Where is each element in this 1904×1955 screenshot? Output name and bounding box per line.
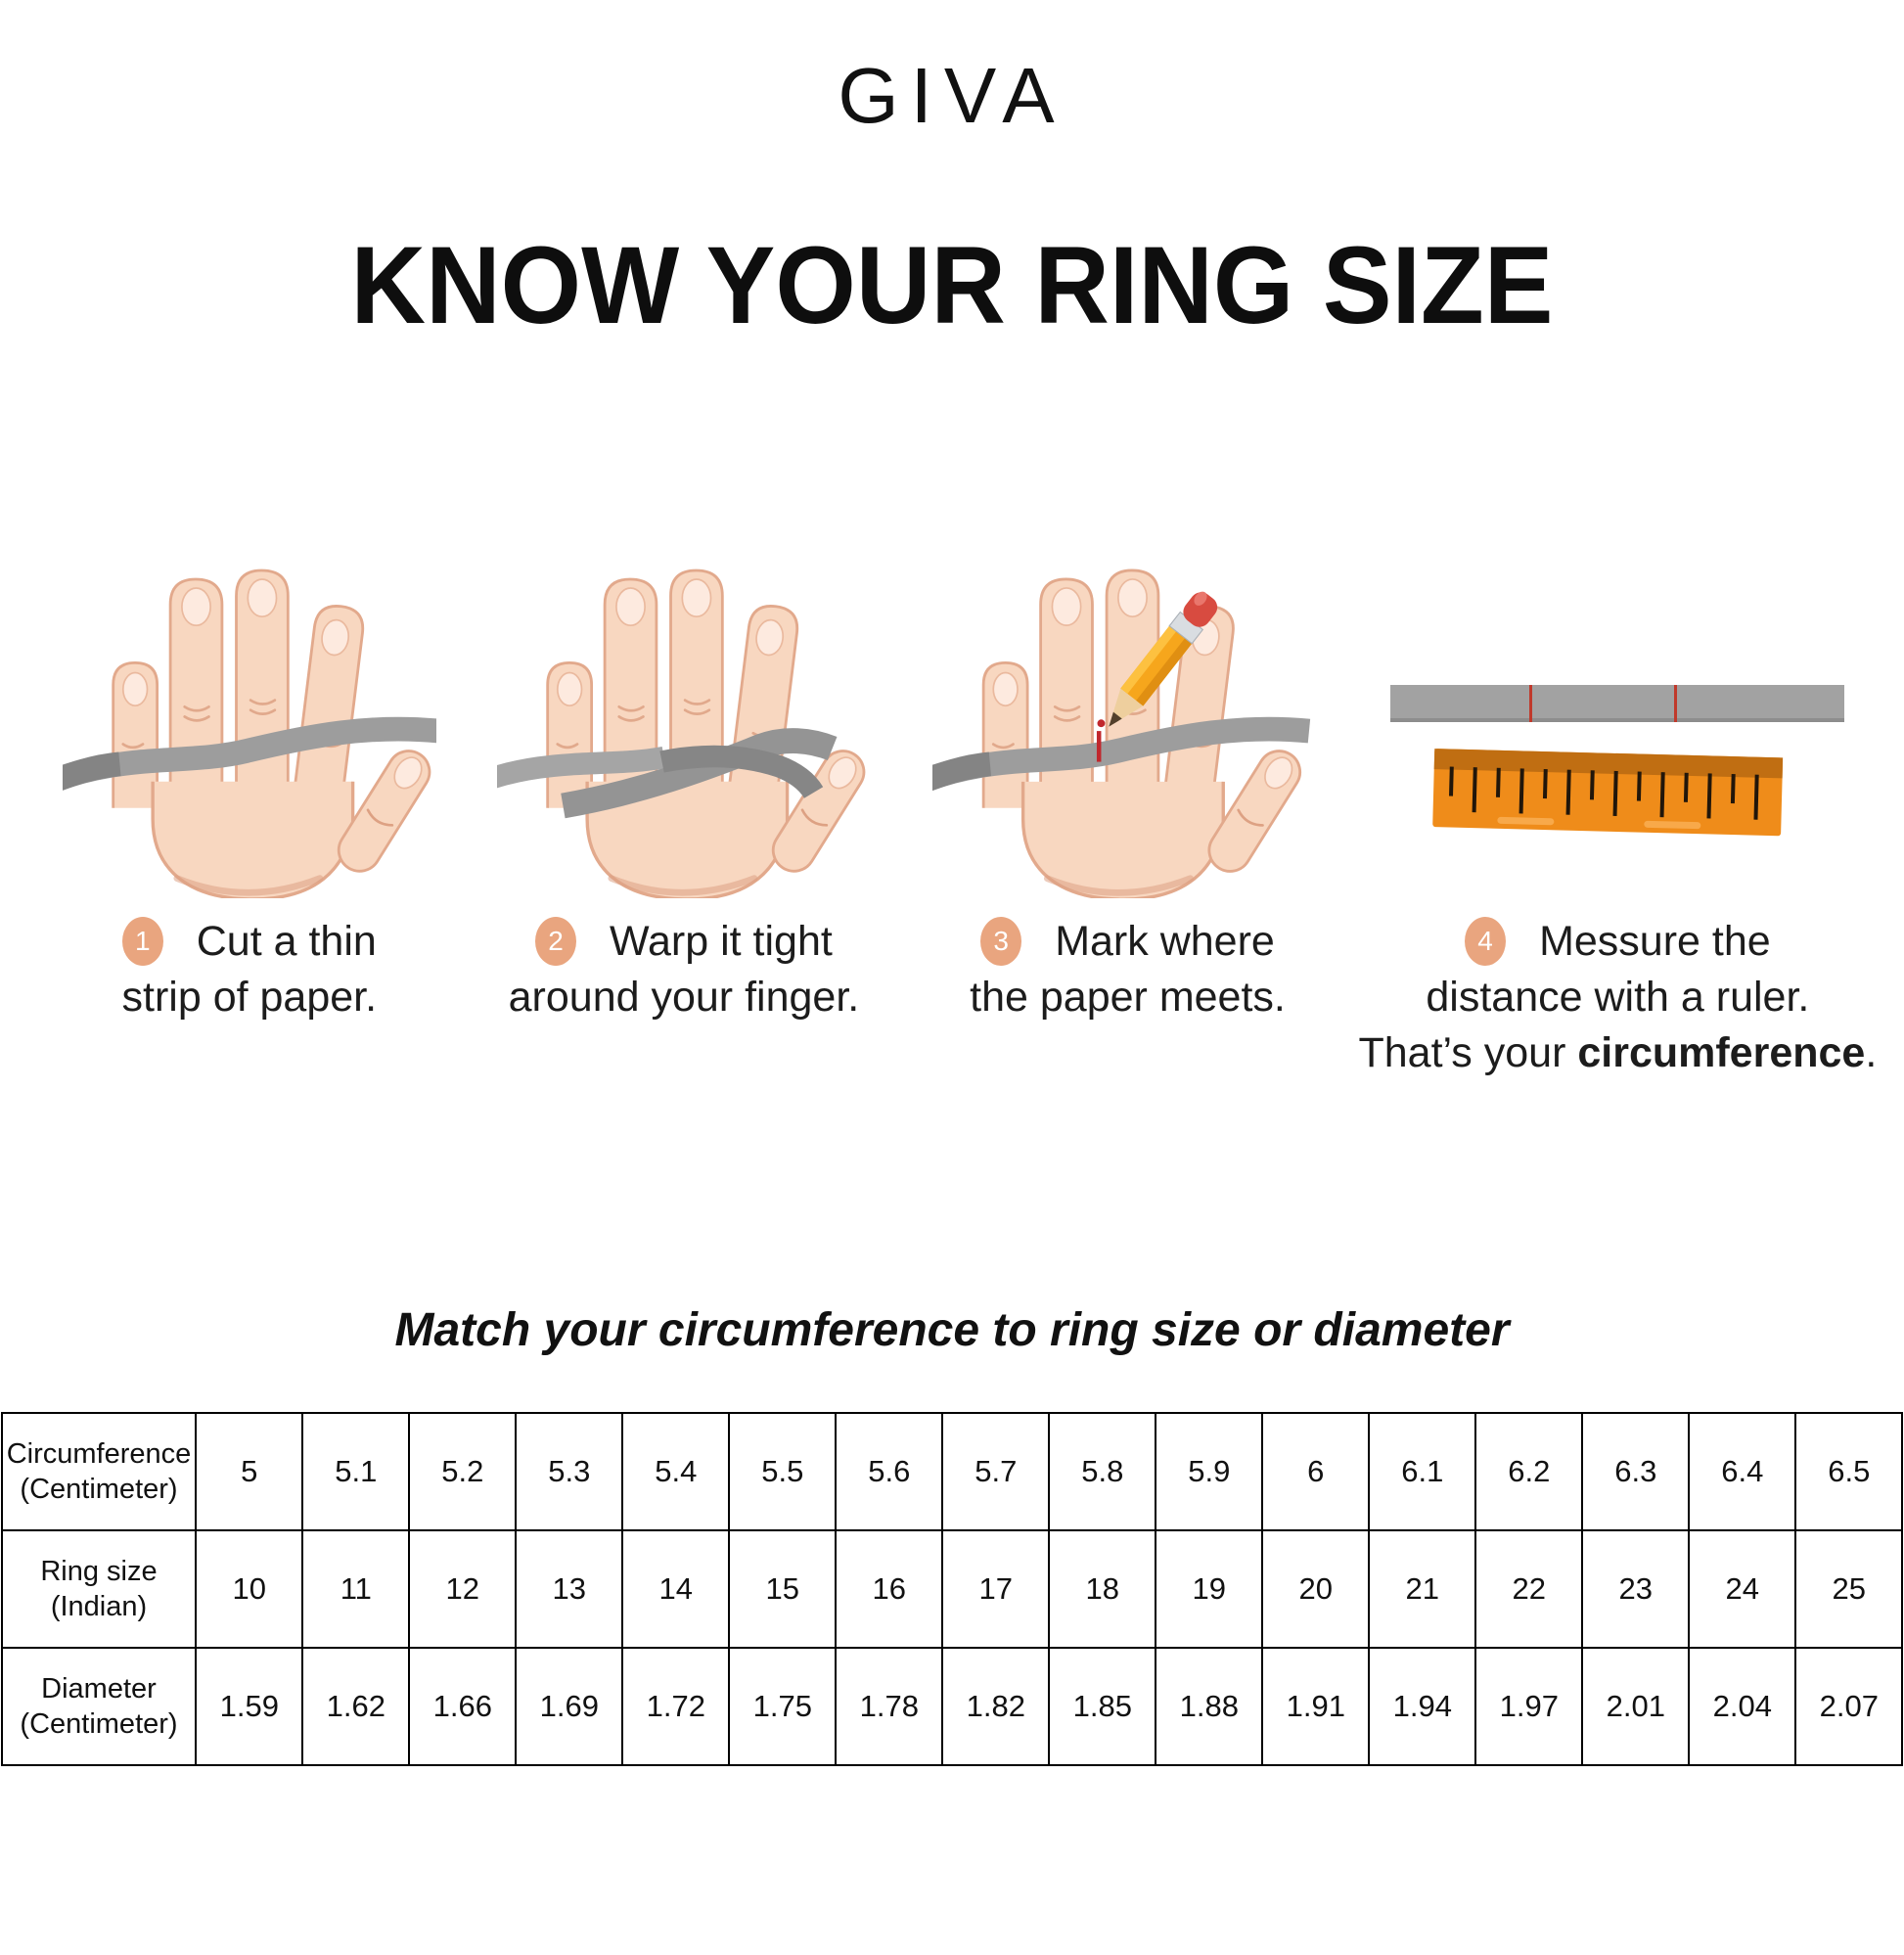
table-cell-diameter-11: 1.94 xyxy=(1368,1647,1477,1767)
table-cell-ring_size-9: 19 xyxy=(1155,1529,1264,1650)
table-cell-ring_size-12: 22 xyxy=(1474,1529,1584,1650)
row-header-diameter: Diameter (Centimeter) xyxy=(0,1647,198,1767)
table-cell-ring_size-14: 24 xyxy=(1688,1529,1797,1650)
table-cell-circumference-11: 6.1 xyxy=(1368,1412,1477,1532)
table-cell-diameter-0: 1.59 xyxy=(195,1647,304,1767)
step-1-illustration xyxy=(62,404,436,898)
table-cell-ring_size-0: 10 xyxy=(195,1529,304,1650)
step-1-text-line2: strip of paper. xyxy=(121,973,378,1021)
table-row-ring_size: Ring size (Indian) 10 11 12 13 14 15 16 17 18 19 20… xyxy=(0,1529,1904,1650)
table-cell-circumference-4: 5.4 xyxy=(621,1412,731,1532)
table-cell-circumference-8: 5.8 xyxy=(1048,1412,1157,1532)
step-2: 2 Warp it tight around your finger. xyxy=(472,404,897,1080)
giva-logo: GIVA xyxy=(838,52,1066,139)
step-4-text-line1: Messure the xyxy=(1539,918,1771,965)
table-cell-diameter-13: 2.01 xyxy=(1581,1647,1691,1767)
hand-pencil-marking-icon xyxy=(931,456,1324,898)
step-4-line3-bold: circumference xyxy=(1577,1028,1866,1076)
hand-strip-wrapped-around-finger-icon xyxy=(496,456,871,898)
ring-size-table: Circumference (Centimeter) 5 5.1 5.2 5.3 5.4 5… xyxy=(0,1412,1904,1767)
step-1-text-line1: Cut a thin xyxy=(196,918,377,965)
table-cell-circumference-12: 6.2 xyxy=(1474,1412,1584,1532)
ring-size-guide-page: GIVA KNOW YOUR RING SIZE xyxy=(0,51,1904,1955)
step-4-line3-prefix: That’s your xyxy=(1358,1028,1578,1076)
step-4-caption: 4 Messure the distance with a ruler. Tha… xyxy=(1358,914,1877,1080)
table-cell-ring_size-10: 20 xyxy=(1261,1529,1371,1650)
step-4: 4 Messure the distance with a ruler. Tha… xyxy=(1358,404,1877,1080)
step-2-text-line2: around your finger. xyxy=(508,973,860,1021)
step-4-line3-suffix: . xyxy=(1865,1028,1878,1076)
paper-strip-and-ruler-icon xyxy=(1390,685,1845,837)
table-cell-circumference-2: 5.2 xyxy=(408,1412,518,1532)
step-3-number-badge: 3 xyxy=(980,917,1022,967)
table-cell-diameter-9: 1.88 xyxy=(1155,1647,1264,1767)
step-4-illustration xyxy=(1383,404,1852,898)
row-header-circumference: Circumference (Centimeter) xyxy=(0,1412,198,1532)
table-cell-ring_size-2: 12 xyxy=(408,1529,518,1650)
step-4-number-badge: 4 xyxy=(1465,917,1507,967)
step-1-caption: 1 Cut a thin strip of paper. xyxy=(121,914,378,1025)
table-cell-circumference-0: 5 xyxy=(195,1412,304,1532)
table-cell-circumference-5: 5.5 xyxy=(728,1412,838,1532)
step-4-text-line3: That’s your circumference. xyxy=(1358,1025,1877,1081)
step-1-number-badge: 1 xyxy=(121,917,163,967)
step-4-text-line2: distance with a ruler. xyxy=(1426,973,1810,1021)
step-3-caption: 3 Mark where the paper meets. xyxy=(970,914,1286,1025)
step-2-number-badge: 2 xyxy=(535,917,577,967)
page-title: KNOW YOUR RING SIZE xyxy=(350,224,1554,347)
table-cell-ring_size-13: 23 xyxy=(1581,1529,1691,1650)
steps-row: 1 Cut a thin strip of paper. 2 Warp it t… xyxy=(0,404,1904,1080)
table-cell-diameter-14: 2.04 xyxy=(1688,1647,1797,1767)
step-2-caption: 2 Warp it tight around your finger. xyxy=(508,914,860,1025)
table-cell-circumference-6: 5.6 xyxy=(835,1412,944,1532)
table-cell-diameter-12: 1.97 xyxy=(1474,1647,1584,1767)
table-cell-circumference-10: 6 xyxy=(1261,1412,1371,1532)
table-cell-circumference-7: 5.7 xyxy=(941,1412,1051,1532)
table-cell-diameter-4: 1.72 xyxy=(621,1647,731,1767)
table-cell-ring_size-1: 11 xyxy=(301,1529,411,1650)
step-3-illustration xyxy=(931,404,1324,898)
table-cell-ring_size-7: 17 xyxy=(941,1529,1051,1650)
row-header-ring_size: Ring size (Indian) xyxy=(0,1529,198,1650)
table-cell-ring_size-11: 21 xyxy=(1368,1529,1477,1650)
table-cell-ring_size-3: 13 xyxy=(515,1529,624,1650)
match-heading: Match your circumference to ring size or… xyxy=(394,1304,1510,1357)
step-3-text-line1: Mark where xyxy=(1055,918,1275,965)
table-cell-diameter-1: 1.62 xyxy=(301,1647,411,1767)
table-cell-circumference-3: 5.3 xyxy=(515,1412,624,1532)
table-cell-ring_size-6: 16 xyxy=(835,1529,944,1650)
table-cell-circumference-9: 5.9 xyxy=(1155,1412,1264,1532)
step-3-text-line2: the paper meets. xyxy=(970,973,1286,1021)
ring-size-table-body: Circumference (Centimeter) 5 5.1 5.2 5.3 5.4 5… xyxy=(0,1412,1904,1767)
step-2-illustration xyxy=(496,404,871,898)
table-cell-ring_size-8: 18 xyxy=(1048,1529,1157,1650)
table-cell-diameter-2: 1.66 xyxy=(408,1647,518,1767)
table-cell-circumference-1: 5.1 xyxy=(301,1412,411,1532)
hand-with-paper-strip-icon xyxy=(62,456,436,898)
table-cell-diameter-8: 1.85 xyxy=(1048,1647,1157,1767)
table-cell-diameter-3: 1.69 xyxy=(515,1647,624,1767)
table-cell-ring_size-15: 25 xyxy=(1794,1529,1904,1650)
table-cell-circumference-14: 6.4 xyxy=(1688,1412,1797,1532)
step-1: 1 Cut a thin strip of paper. xyxy=(27,404,472,1080)
table-cell-ring_size-4: 14 xyxy=(621,1529,731,1650)
table-row-circumference: Circumference (Centimeter) 5 5.1 5.2 5.3 5.4 5… xyxy=(0,1412,1904,1532)
table-cell-diameter-5: 1.75 xyxy=(728,1647,838,1767)
table-cell-circumference-15: 6.5 xyxy=(1794,1412,1904,1532)
table-cell-ring_size-5: 15 xyxy=(728,1529,838,1650)
table-row-diameter: Diameter (Centimeter) 1.59 1.62 1.66 1.69 1.7… xyxy=(0,1647,1904,1767)
step-2-text-line1: Warp it tight xyxy=(610,918,833,965)
table-cell-diameter-10: 1.91 xyxy=(1261,1647,1371,1767)
step-3: 3 Mark where the paper meets. xyxy=(896,404,1359,1080)
table-cell-circumference-13: 6.3 xyxy=(1581,1412,1691,1532)
table-cell-diameter-15: 2.07 xyxy=(1794,1647,1904,1767)
table-cell-diameter-7: 1.82 xyxy=(941,1647,1051,1767)
table-cell-diameter-6: 1.78 xyxy=(835,1647,944,1767)
